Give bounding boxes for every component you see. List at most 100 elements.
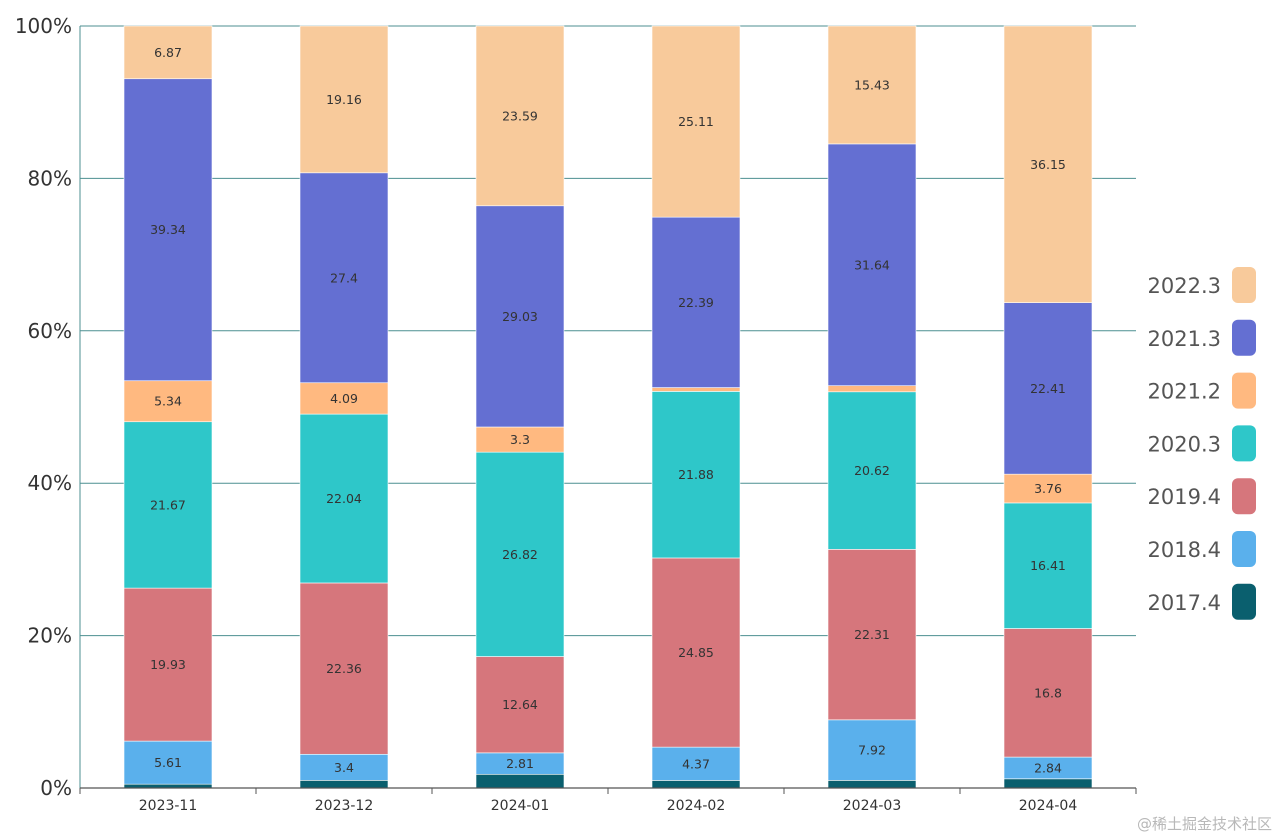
bar-segment bbox=[827, 385, 917, 393]
y-tick-label: 100% bbox=[15, 14, 72, 38]
bar-segment bbox=[651, 25, 741, 218]
bar-segment bbox=[651, 216, 741, 388]
bar-segment bbox=[827, 780, 917, 789]
bar-segment bbox=[475, 451, 565, 657]
y-tick-label: 20% bbox=[28, 624, 72, 648]
bar-segment bbox=[1003, 502, 1093, 629]
legend-swatch bbox=[1232, 425, 1256, 462]
x-tick-label: 2023-12 bbox=[315, 798, 374, 814]
bar-segment bbox=[475, 205, 565, 428]
data-label: 27.4 bbox=[330, 270, 358, 285]
data-label: 22.39 bbox=[678, 295, 714, 310]
data-label: 2.81 bbox=[506, 756, 534, 771]
data-label: 6.87 bbox=[154, 45, 182, 60]
legend-label: 2018.4 bbox=[1148, 538, 1221, 562]
bar-segment bbox=[651, 557, 741, 748]
data-label: 3.76 bbox=[1034, 481, 1062, 496]
data-label: 3.4 bbox=[334, 760, 354, 775]
data-label: 4.09 bbox=[330, 391, 358, 406]
y-tick-label: 40% bbox=[28, 471, 72, 495]
bar-segment bbox=[299, 413, 389, 584]
data-label: 22.04 bbox=[326, 491, 362, 506]
bar-segment bbox=[475, 773, 565, 789]
legend: 2022.3 2021.3 2021.2 2020.3 2019.4 2018.4 2017… bbox=[1148, 267, 1256, 620]
data-label: 22.36 bbox=[326, 661, 362, 676]
bar-segment bbox=[651, 391, 741, 559]
bar-segment bbox=[1003, 473, 1093, 504]
x-tick-label: 2024-01 bbox=[491, 798, 550, 814]
bar-segment bbox=[827, 25, 917, 145]
legend-swatch bbox=[1232, 583, 1256, 620]
bar-segment bbox=[651, 387, 741, 392]
data-label: 19.93 bbox=[150, 657, 186, 672]
bar-segment bbox=[475, 656, 565, 754]
bar-segment bbox=[1003, 302, 1093, 475]
watermark-text: @稀土掘金技术社区 bbox=[1137, 815, 1272, 833]
bar-segment bbox=[827, 143, 917, 386]
y-tick-label: 60% bbox=[28, 319, 72, 343]
bar-segment bbox=[651, 780, 741, 789]
legend-label: 2017.4 bbox=[1148, 591, 1221, 615]
data-label: 15.43 bbox=[854, 77, 890, 92]
axes: 0% 20% 40% 60% 80% 100% 2023-11 2023-12 2024-01 2… bbox=[15, 14, 1137, 814]
data-label: 26.82 bbox=[502, 547, 538, 562]
bar-segment bbox=[827, 549, 917, 721]
data-label: 22.41 bbox=[1030, 381, 1066, 396]
data-label: 21.88 bbox=[678, 467, 714, 482]
data-label: 3.3 bbox=[510, 432, 530, 447]
bar-segment bbox=[123, 421, 213, 589]
bar-segment bbox=[299, 780, 389, 789]
x-tick-label: 2024-04 bbox=[1019, 798, 1078, 814]
bar-segment bbox=[299, 172, 389, 384]
bar-segment bbox=[123, 25, 213, 80]
bar-segment bbox=[827, 391, 917, 550]
bar-segment bbox=[651, 746, 741, 781]
data-label: 24.85 bbox=[678, 645, 714, 660]
legend-label: 2021.2 bbox=[1148, 380, 1221, 404]
data-label: 36.15 bbox=[1030, 157, 1066, 172]
x-tick-label: 2024-02 bbox=[667, 798, 726, 814]
legend-swatch bbox=[1232, 319, 1256, 356]
bar-segment bbox=[475, 426, 565, 453]
data-label: 2.84 bbox=[1034, 760, 1062, 775]
data-label: 16.41 bbox=[1030, 558, 1066, 573]
bar-segment bbox=[1003, 25, 1093, 303]
data-label: 7.92 bbox=[858, 743, 886, 758]
x-tick-label: 2024-03 bbox=[843, 798, 902, 814]
bar-segment bbox=[1003, 628, 1093, 758]
bar-segment bbox=[123, 587, 213, 742]
y-tick-label: 80% bbox=[28, 166, 72, 190]
legend-label: 2021.3 bbox=[1148, 327, 1221, 351]
data-label: 21.67 bbox=[150, 497, 186, 512]
x-tick-label: 2023-11 bbox=[139, 798, 198, 814]
data-label: 29.03 bbox=[502, 309, 538, 324]
data-label: 22.31 bbox=[854, 627, 890, 642]
legend-swatch bbox=[1232, 372, 1256, 409]
legend-label: 2019.4 bbox=[1148, 485, 1221, 509]
data-label: 20.62 bbox=[854, 463, 890, 478]
bar-segment bbox=[827, 719, 917, 781]
data-label: 39.34 bbox=[150, 222, 186, 237]
legend-swatch bbox=[1232, 267, 1256, 303]
data-label: 25.11 bbox=[678, 114, 714, 129]
bar-segment bbox=[299, 25, 389, 174]
data-label: 5.61 bbox=[154, 755, 182, 770]
bar-segment bbox=[299, 753, 389, 781]
data-labels: 5.61 19.93 21.67 5.34 39.34 6.87 3.4 22.36 22.04… bbox=[150, 45, 1066, 776]
data-label: 16.8 bbox=[1034, 685, 1062, 700]
data-label: 23.59 bbox=[502, 108, 538, 123]
bar-segment bbox=[299, 582, 389, 755]
bar-segment bbox=[1003, 778, 1093, 789]
y-tick-label: 0% bbox=[40, 776, 72, 800]
legend-label: 2022.3 bbox=[1148, 274, 1221, 298]
data-label: 19.16 bbox=[326, 92, 362, 107]
data-label: 31.64 bbox=[854, 257, 890, 272]
data-label: 4.37 bbox=[682, 756, 710, 771]
legend-label: 2020.3 bbox=[1148, 432, 1221, 456]
data-label: 12.64 bbox=[502, 697, 538, 712]
bar-segment bbox=[475, 25, 565, 207]
data-label: 5.34 bbox=[154, 394, 182, 409]
bar-segment bbox=[123, 740, 213, 785]
legend-swatch bbox=[1232, 478, 1256, 515]
